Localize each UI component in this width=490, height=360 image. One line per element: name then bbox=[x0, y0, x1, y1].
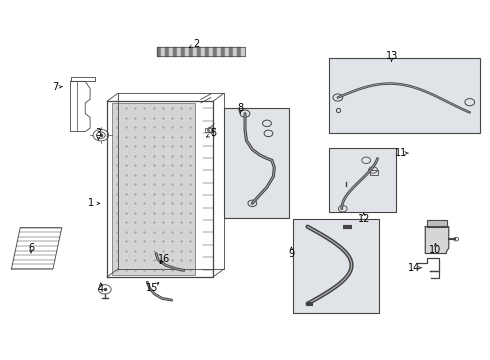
Bar bbox=[329, 148, 396, 212]
Text: 15: 15 bbox=[146, 283, 158, 293]
Text: 3: 3 bbox=[96, 129, 101, 138]
Text: 1: 1 bbox=[88, 198, 94, 208]
Polygon shape bbox=[425, 226, 449, 253]
Text: 9: 9 bbox=[288, 248, 294, 258]
Text: 4: 4 bbox=[98, 284, 104, 294]
Bar bbox=[369, 170, 378, 175]
Text: 5: 5 bbox=[210, 129, 217, 138]
Bar bbox=[329, 58, 480, 134]
Text: 13: 13 bbox=[386, 51, 398, 61]
Bar bbox=[293, 220, 379, 313]
Text: 6: 6 bbox=[28, 243, 34, 253]
Polygon shape bbox=[427, 220, 447, 226]
Text: 7: 7 bbox=[52, 82, 58, 92]
Text: 14: 14 bbox=[409, 263, 421, 273]
Text: 10: 10 bbox=[429, 245, 441, 255]
Text: 8: 8 bbox=[237, 103, 243, 113]
Text: 2: 2 bbox=[193, 39, 199, 49]
Bar bbox=[205, 128, 211, 132]
Text: 16: 16 bbox=[158, 254, 171, 264]
Text: 12: 12 bbox=[358, 215, 370, 224]
Text: 11: 11 bbox=[395, 148, 408, 158]
Bar bbox=[224, 108, 289, 218]
Bar bbox=[112, 103, 195, 275]
